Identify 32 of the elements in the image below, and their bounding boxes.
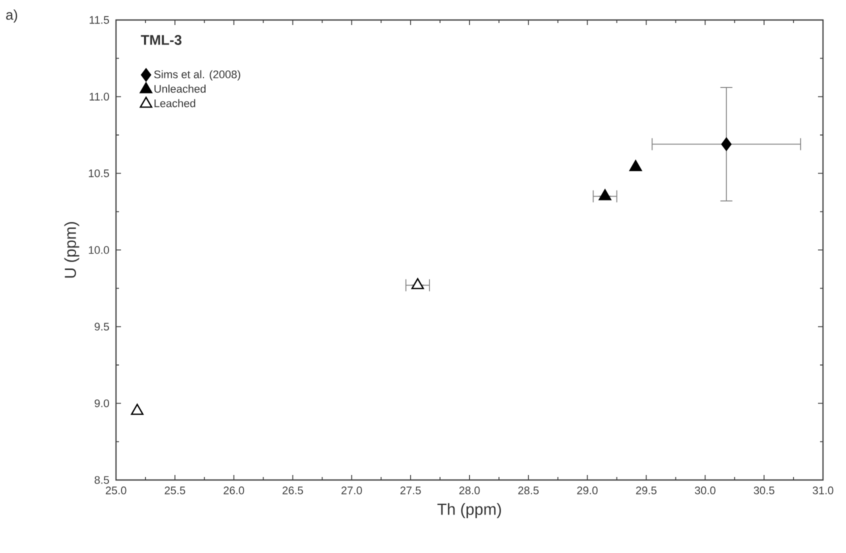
x-tick-label: 30.5 bbox=[754, 486, 774, 494]
x-tick-label: 26.0 bbox=[224, 486, 244, 494]
text: a) bbox=[6, 10, 18, 23]
point bbox=[411, 278, 424, 290]
x-tick-label: 29.0 bbox=[577, 486, 598, 494]
y-tick-label: 9.0 bbox=[94, 399, 110, 408]
text: TML-3 bbox=[140, 35, 182, 45]
point bbox=[598, 189, 612, 200]
x-tick-label: 31.0 bbox=[812, 486, 834, 494]
y-tick-label: 8.5 bbox=[94, 476, 109, 484]
y-tick-label: 11.0 bbox=[90, 92, 110, 101]
y-tick-label: 10.5 bbox=[88, 169, 109, 178]
legend-label: Sims et al. (2008) bbox=[154, 70, 240, 80]
y-tick-label: 10.0 bbox=[88, 246, 110, 254]
point bbox=[721, 138, 732, 151]
x-tick-label: 27.0 bbox=[342, 486, 362, 494]
legend-label: Leached bbox=[154, 99, 196, 108]
legend-label: Unleached bbox=[154, 84, 206, 93]
x-tick-label: 25.0 bbox=[106, 486, 126, 494]
x-tick-label: 28.0 bbox=[459, 486, 480, 494]
x-tick-label: 28.5 bbox=[518, 486, 539, 494]
y-tick-label: 11.5 bbox=[90, 16, 109, 24]
point bbox=[629, 160, 642, 172]
x-tick-label: 30.0 bbox=[694, 486, 716, 494]
x-tick-label: 26.5 bbox=[282, 486, 303, 494]
x-tick-label: 29.5 bbox=[636, 486, 656, 494]
x-axis-title: Th (ppm) bbox=[437, 503, 501, 518]
point bbox=[130, 404, 144, 415]
y-axis-title: U (ppm) bbox=[64, 222, 80, 278]
x-tick-label: 25.5 bbox=[164, 486, 186, 494]
x-tick-label: 27.5 bbox=[400, 486, 421, 494]
y-tick-label: 9.5 bbox=[94, 322, 109, 331]
